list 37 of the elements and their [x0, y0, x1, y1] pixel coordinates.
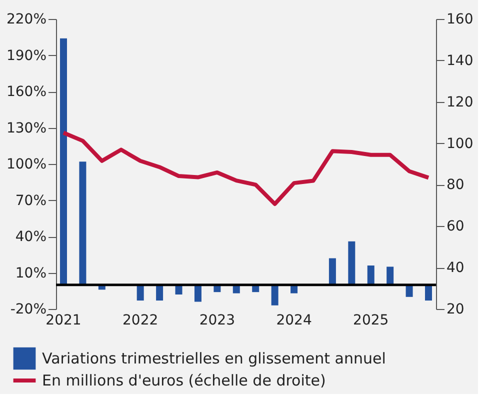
y-tick-label: 70%: [15, 192, 46, 209]
y2-tick-label: 80: [446, 177, 464, 194]
y-tick-label: 130%: [6, 120, 46, 136]
bar: [328, 258, 336, 285]
y-tick-label: 190%: [6, 48, 46, 64]
y-tick-label: 100%: [6, 156, 46, 172]
y-tick-label: -20%: [10, 302, 46, 318]
bar: [60, 38, 67, 285]
bar: [136, 284, 144, 301]
bar: [156, 284, 164, 301]
y2-tick-label: 100: [446, 136, 474, 152]
y2-tick-label: 20: [446, 302, 464, 318]
x-tick-label: 2023: [199, 312, 236, 328]
bar: [79, 162, 86, 285]
y-tick-label: 160%: [6, 84, 46, 100]
y-tick-label: 40%: [15, 229, 46, 245]
bar: [425, 284, 432, 301]
bar: [406, 284, 413, 297]
y-tick-label: 10%: [15, 265, 46, 282]
x-tick-label: 2025: [353, 312, 389, 328]
legend-label: En millions d'euros (échelle de droite): [42, 372, 326, 390]
legend-label: Variations trimestrielles en glissement annuel: [42, 350, 386, 368]
x-tick-label: 2022: [122, 312, 158, 328]
y2-tick-label: 140: [446, 52, 474, 69]
y2-tick-label: 120: [446, 94, 474, 110]
bar: [367, 266, 374, 285]
y2-tick-label: 40: [446, 260, 464, 276]
bar: [386, 266, 394, 285]
line-series: [61, 130, 431, 206]
bar: [194, 284, 202, 302]
bar: [348, 241, 356, 285]
y2-tick-label: 160: [446, 12, 474, 28]
x-tick-label: 2021: [46, 312, 82, 328]
bar: [271, 284, 278, 306]
y2-tick-label: 60: [446, 218, 464, 235]
y-tick-label: 220%: [6, 12, 46, 28]
x-tick-label: 2024: [276, 312, 312, 328]
